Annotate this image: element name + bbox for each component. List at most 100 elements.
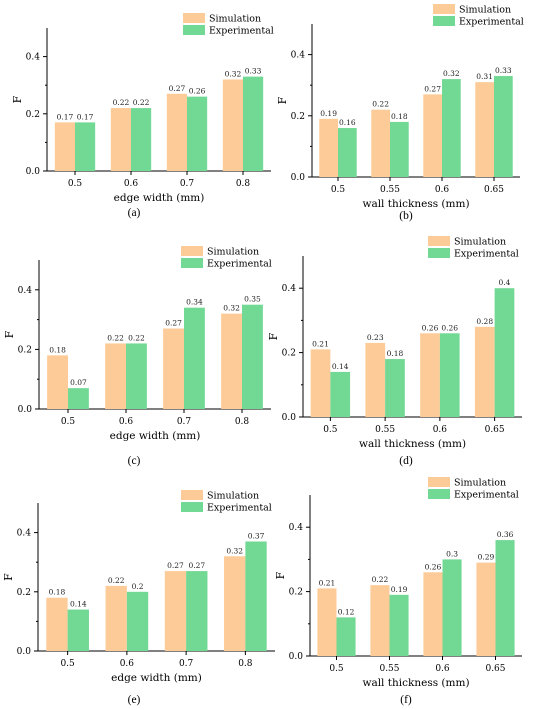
legend-label: Experimental xyxy=(207,503,272,514)
experimental-bar xyxy=(389,594,409,656)
simulation-bar xyxy=(46,597,68,651)
data-label: 0.27 xyxy=(165,319,182,328)
data-label: 0.33 xyxy=(495,66,512,75)
simulation-bar xyxy=(222,79,243,171)
data-label: 0.07 xyxy=(70,378,87,387)
legend-swatch-experimental xyxy=(181,502,203,512)
x-tick-label: 0.7 xyxy=(179,659,194,669)
legend-label: Simulation xyxy=(209,14,261,25)
legend-swatch-experimental xyxy=(433,16,455,26)
simulation-bar xyxy=(365,342,386,417)
simulation-bar xyxy=(370,585,390,656)
experimental-bar xyxy=(385,359,405,417)
x-tick-label: 0.6 xyxy=(435,185,450,195)
x-tick-label: 0.55 xyxy=(379,664,399,674)
simulation-bar xyxy=(164,571,187,651)
y-tick-label: 0.4 xyxy=(282,284,297,294)
simulation-bar xyxy=(166,93,187,171)
y-tick-label: 0.2 xyxy=(291,112,305,122)
x-tick-label: 0.5 xyxy=(60,659,75,669)
data-label: 0.3 xyxy=(446,549,458,558)
simulation-bar xyxy=(105,343,126,409)
legend-swatch-simulation xyxy=(183,13,205,23)
x-tick-label: 0.6 xyxy=(433,425,448,435)
legend-label: Experimental xyxy=(209,26,274,37)
experimental-bar xyxy=(67,609,89,651)
experimental-bar xyxy=(243,76,264,171)
y-axis-title: F xyxy=(276,96,289,104)
y-axis-title: F xyxy=(274,571,287,579)
experimental-bar xyxy=(439,333,460,417)
x-tick-label: 0.55 xyxy=(375,425,395,435)
data-label: 0.32 xyxy=(225,69,242,78)
y-tick-label: 0.0 xyxy=(291,173,306,183)
data-label: 0.32 xyxy=(226,546,243,555)
x-tick-label: 0.7 xyxy=(177,417,192,427)
y-tick-label: 0.0 xyxy=(18,405,33,415)
legend-swatch-simulation xyxy=(181,490,203,500)
data-label: 0.23 xyxy=(367,333,384,342)
y-tick-label: 0.0 xyxy=(26,167,41,177)
y-tick-label: 0.2 xyxy=(18,345,32,355)
legend-label: Simulation xyxy=(207,247,259,258)
x-tick-label: 0.5 xyxy=(68,179,83,189)
data-label: 0.17 xyxy=(57,112,74,121)
simulation-bar xyxy=(110,108,131,171)
experimental-bar xyxy=(336,617,356,656)
x-axis-title: wall thickness (mm) xyxy=(362,198,469,210)
data-label: 0.36 xyxy=(497,530,514,539)
simulation-bar xyxy=(423,94,442,177)
legend-label: Experimental xyxy=(207,259,272,270)
legend-label: Simulation xyxy=(459,5,511,16)
experimental-bar xyxy=(131,108,152,171)
legend-swatch-experimental xyxy=(428,248,450,258)
x-axis-title: wall thickness (mm) xyxy=(359,438,466,450)
data-label: 0.22 xyxy=(372,575,389,584)
x-tick-label: 0.65 xyxy=(484,185,504,195)
y-axis-title: F xyxy=(267,332,280,340)
y-tick-label: 0.2 xyxy=(26,110,40,120)
data-label: 0.32 xyxy=(443,69,460,78)
y-tick-label: 0.0 xyxy=(17,647,32,657)
simulation-bar xyxy=(423,572,443,656)
y-tick-label: 0.2 xyxy=(17,588,31,598)
data-label: 0.27 xyxy=(188,561,205,570)
x-axis-title: wall thickness (mm) xyxy=(362,677,469,689)
data-label: 0.18 xyxy=(49,345,66,354)
experimental-bar xyxy=(68,388,89,409)
panel-caption: (b) xyxy=(399,210,413,222)
data-label: 0.22 xyxy=(133,98,150,107)
data-label: 0.22 xyxy=(108,576,125,585)
y-tick-label: 0.4 xyxy=(17,529,32,539)
data-label: 0.32 xyxy=(223,304,240,313)
y-axis-title: F xyxy=(2,573,15,581)
x-tick-label: 0.8 xyxy=(235,417,250,427)
data-label: 0.27 xyxy=(424,84,441,93)
legend-label: Simulation xyxy=(454,478,506,489)
simulation-bar xyxy=(310,349,331,417)
experimental-bar xyxy=(245,541,267,651)
data-label: 0.18 xyxy=(387,349,404,358)
x-tick-label: 0.5 xyxy=(329,664,344,674)
y-tick-label: 0.4 xyxy=(291,51,306,61)
data-label: 0.21 xyxy=(319,578,336,587)
y-tick-label: 0.4 xyxy=(289,523,304,533)
y-tick-label: 0.0 xyxy=(289,652,304,662)
panel-caption: (c) xyxy=(128,455,141,467)
simulation-bar xyxy=(221,313,242,409)
simulation-bar xyxy=(476,562,496,656)
x-tick-label: 0.7 xyxy=(180,179,195,189)
experimental-bar xyxy=(338,128,357,177)
x-tick-label: 0.65 xyxy=(485,425,505,435)
y-tick-label: 0.0 xyxy=(282,413,297,423)
experimental-bar xyxy=(75,122,96,171)
panel-caption: (f) xyxy=(400,694,412,706)
data-label: 0.37 xyxy=(248,531,265,540)
x-axis-title: edge width (mm) xyxy=(110,430,201,442)
simulation-bar xyxy=(474,326,495,417)
experimental-bar xyxy=(184,307,205,409)
data-label: 0.22 xyxy=(128,333,145,342)
y-tick-label: 0.4 xyxy=(26,53,41,63)
experimental-bar xyxy=(126,343,147,409)
